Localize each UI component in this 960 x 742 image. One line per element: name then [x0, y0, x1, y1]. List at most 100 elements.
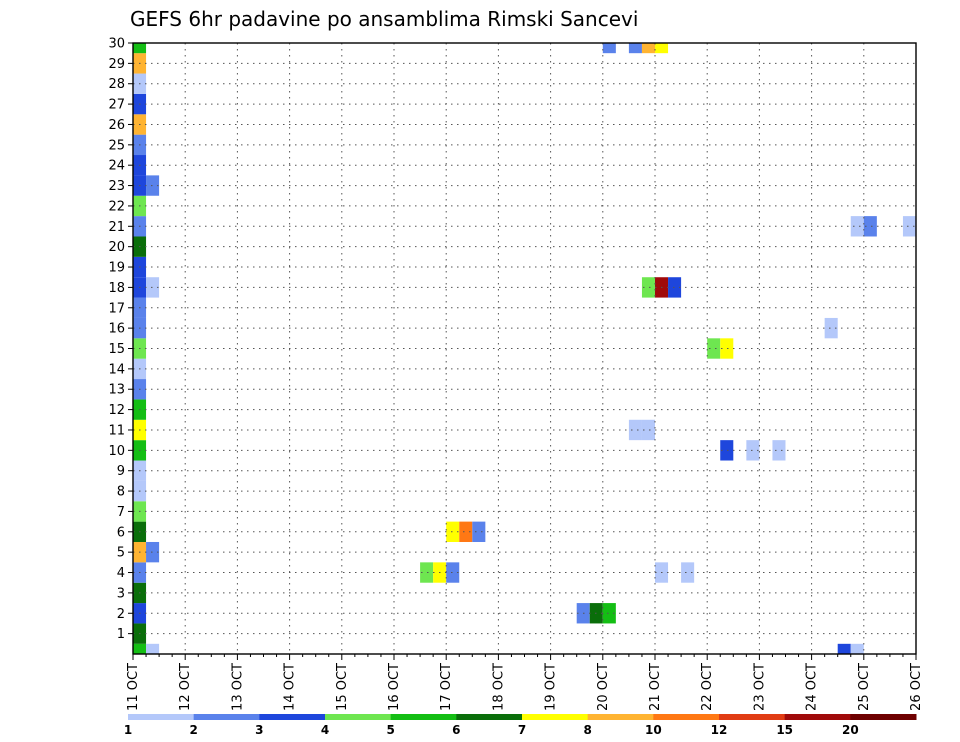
x-tick-label: 22 OCT [700, 663, 715, 711]
heatmap-cell [720, 440, 734, 461]
x-tick-label: 14 OCT [283, 663, 298, 711]
heatmap-cell [746, 440, 760, 461]
x-tick-label: 21 OCT [648, 663, 663, 711]
colorbar-label: 7 [518, 723, 526, 737]
heatmap-cell [850, 643, 864, 654]
colorbar-segment [456, 714, 523, 720]
heatmap-cell [602, 43, 616, 54]
colorbar-label: 15 [776, 723, 793, 737]
colorbar-segment [850, 714, 917, 720]
colorbar-segment [259, 714, 326, 720]
colorbar-label: 3 [255, 723, 263, 737]
colorbar-segment [653, 714, 720, 720]
heatmap-cell [772, 440, 786, 461]
y-tick-label: 2 [117, 607, 125, 622]
heatmap-cell [459, 521, 473, 542]
colorbar-segment [325, 714, 392, 720]
heatmap-cell [133, 643, 147, 654]
y-tick-label: 18 [108, 281, 125, 296]
y-tick-label: 26 [108, 118, 125, 133]
y-tick-label: 25 [108, 138, 125, 153]
colorbar-label: 4 [321, 723, 329, 737]
y-tick-label: 11 [108, 423, 125, 438]
x-tick-label: 12 OCT [178, 663, 193, 711]
colorbar-label: 6 [452, 723, 460, 737]
colorbar-segment [587, 714, 654, 720]
y-tick-label: 8 [117, 485, 125, 500]
x-tick-label: 11 OCT [126, 663, 141, 711]
y-tick-label: 5 [117, 546, 125, 561]
y-tick-label: 14 [108, 362, 125, 377]
y-tick-label: 12 [108, 403, 125, 418]
heatmap-cell [472, 521, 486, 542]
colorbar-label: 20 [842, 723, 859, 737]
x-tick-label: 17 OCT [439, 663, 454, 711]
heatmap-cell [720, 338, 734, 359]
colorbar-label: 10 [645, 723, 662, 737]
heatmap-cell [707, 338, 721, 359]
colorbar-segment [719, 714, 786, 720]
colorbar-label: 8 [583, 723, 591, 737]
y-tick-label: 1 [117, 627, 125, 642]
heatmap-cell [641, 43, 655, 54]
colorbar-label: 2 [189, 723, 197, 737]
y-tick-label: 19 [108, 261, 125, 276]
y-tick-label: 9 [117, 464, 125, 479]
x-tick-label: 13 OCT [230, 663, 245, 711]
colorbar-segment [784, 714, 851, 720]
y-tick-label: 7 [117, 505, 125, 520]
y-tick-label: 22 [108, 199, 125, 214]
colorbar: 1 2 3 4 5 6 7 8 10 12 15 20 [124, 714, 917, 737]
heatmap-cell [668, 277, 682, 298]
heatmap-cell [133, 43, 147, 54]
y-tick-label: 4 [117, 566, 125, 581]
x-tick-label: 25 OCT [857, 663, 872, 711]
colorbar-segment [522, 714, 589, 720]
heatmap-cell [146, 175, 160, 196]
heatmap-cell [824, 317, 838, 339]
heatmap-cell [628, 419, 642, 441]
x-tick-label: 15 OCT [335, 663, 350, 711]
y-tick-label: 15 [108, 342, 125, 357]
y-tick-label: 10 [108, 444, 125, 459]
x-tick-label: 16 OCT [387, 663, 402, 711]
heatmap-cell [863, 216, 877, 237]
heatmap-cell [902, 216, 916, 237]
y-tick-label: 29 [108, 57, 125, 72]
y-tick-label: 20 [108, 240, 125, 255]
y-tick-label: 27 [108, 98, 125, 113]
heatmap-cell [420, 562, 434, 583]
y-tick-label: 24 [108, 159, 125, 174]
heatmap-cell [146, 277, 160, 298]
colorbar-segment [193, 714, 260, 720]
heatmap-cell [850, 216, 864, 237]
x-axis: 11 OCT 12 OCT 13 OCT 14 OCT 15 OCT 16 OCT 17 O… [126, 654, 924, 711]
colorbar-segment [390, 714, 457, 720]
y-tick-label: 28 [108, 77, 125, 92]
y-tick-label: 6 [117, 525, 125, 540]
x-tick-label: 23 OCT [752, 663, 767, 711]
heatmap-cell [655, 43, 669, 54]
y-tick-label: 30 [108, 37, 125, 52]
y-tick-label: 23 [108, 179, 125, 194]
colorbar-label: 1 [124, 723, 132, 737]
heatmap-cell [641, 277, 655, 298]
grid-lines [133, 43, 916, 654]
chart-title: GEFS 6hr padavine po ansamblima Rimski S… [130, 7, 638, 31]
heatmap-cell [602, 603, 616, 624]
x-tick-label: 24 OCT [805, 663, 820, 711]
colorbar-segment [128, 714, 195, 720]
heatmap-cell [446, 562, 460, 583]
heatmap-cell [146, 541, 160, 563]
y-tick-label: 17 [108, 301, 125, 316]
heatmap-cell [446, 521, 460, 542]
y-tick-label: 21 [108, 220, 125, 235]
y-tick-label: 13 [108, 383, 125, 398]
x-tick-label: 19 OCT [544, 663, 559, 711]
heatmap-cell [628, 43, 642, 54]
y-axis: 1234567891011121314151617181920212223242… [108, 37, 133, 642]
colorbar-label: 5 [386, 723, 394, 737]
heatmap-cell [837, 643, 851, 654]
y-tick-label: 16 [108, 322, 125, 337]
